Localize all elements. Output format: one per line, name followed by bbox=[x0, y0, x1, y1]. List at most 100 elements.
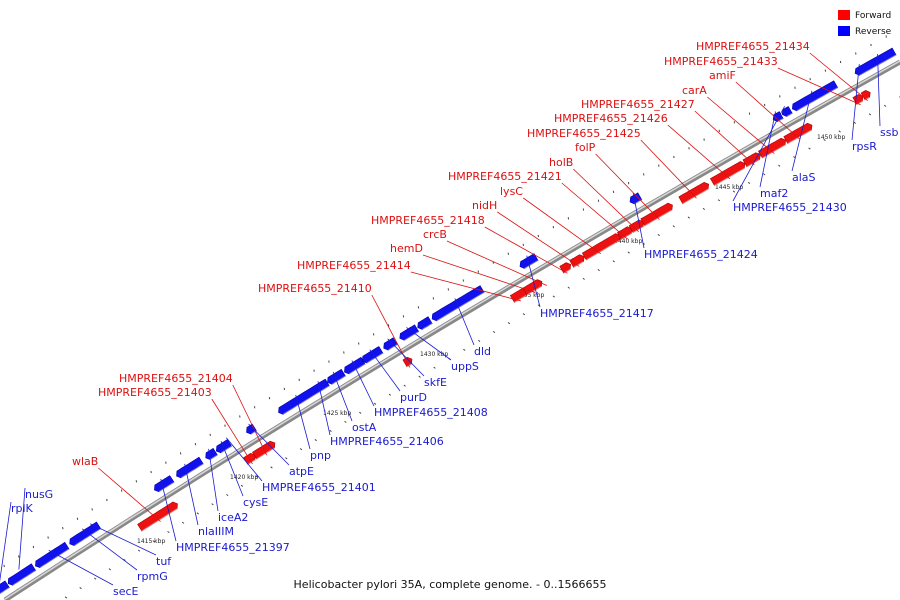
gene-label-HMPREF4655_21417[interactable]: HMPREF4655_21417 bbox=[540, 307, 654, 320]
leader-line bbox=[317, 381, 331, 436]
tick-mark bbox=[433, 366, 436, 369]
forward-gene-arrow[interactable] bbox=[860, 90, 871, 101]
genome-backbone bbox=[3, 59, 900, 600]
gene-label-nusG[interactable]: nusG bbox=[25, 488, 53, 501]
gene-highlight bbox=[348, 363, 366, 375]
gene-highlight bbox=[74, 528, 102, 547]
tick-mark bbox=[717, 199, 721, 202]
leader-line bbox=[735, 81, 800, 140]
tick-mark bbox=[64, 596, 68, 599]
gene-label-dld[interactable]: dld bbox=[474, 345, 491, 358]
gene-label-uppS[interactable]: uppS bbox=[451, 360, 479, 373]
leader-line bbox=[573, 168, 639, 232]
tick-mark bbox=[463, 348, 466, 351]
forward-gene-arrow[interactable] bbox=[709, 161, 746, 186]
reverse-gene-arrow[interactable] bbox=[431, 285, 485, 322]
reverse-gene-arrow[interactable] bbox=[69, 521, 102, 547]
reverse-gene-arrow[interactable] bbox=[519, 253, 539, 269]
reverse-gene-arrow[interactable] bbox=[215, 439, 233, 454]
gene-label-alaS[interactable]: alaS bbox=[792, 171, 816, 184]
gene-label-HMPREF4655_21427[interactable]: HMPREF4655_21427 bbox=[581, 98, 695, 111]
tick-mark bbox=[883, 104, 887, 107]
gene-label-rplK[interactable]: rplK bbox=[11, 502, 34, 515]
gene-highlight bbox=[787, 129, 812, 145]
gene-label-secE[interactable]: secE bbox=[113, 585, 139, 598]
gene-label-HMPREF4655_21424[interactable]: HMPREF4655_21424 bbox=[644, 248, 758, 261]
gene-label-crcB[interactable]: crcB bbox=[423, 228, 447, 241]
gene-label-atpE[interactable]: atpE bbox=[289, 465, 314, 478]
gene-label-pnp[interactable]: pnp bbox=[310, 449, 331, 462]
gene-label-purD[interactable]: purD bbox=[400, 391, 427, 404]
gene-label-tuf[interactable]: tuf bbox=[156, 555, 172, 568]
reverse-gene-arrow[interactable] bbox=[781, 106, 793, 117]
leader-line bbox=[211, 398, 253, 465]
gene-label-nidH[interactable]: nidH bbox=[472, 199, 497, 212]
leader-line bbox=[81, 528, 138, 571]
gene-label-HMPREF4655_21421[interactable]: HMPREF4655_21421 bbox=[448, 170, 562, 183]
gene-label-HMPREF4655_21401[interactable]: HMPREF4655_21401 bbox=[262, 481, 376, 494]
gene-label-carA[interactable]: carA bbox=[682, 84, 707, 97]
gene-label-HMPREF4655_21403[interactable]: HMPREF4655_21403 bbox=[98, 386, 212, 399]
forward-gene-arrow[interactable] bbox=[783, 122, 813, 145]
gene-label-HMPREF4655_21430[interactable]: HMPREF4655_21430 bbox=[733, 201, 847, 214]
gene-label-HMPREF4655_21397[interactable]: HMPREF4655_21397 bbox=[176, 541, 290, 554]
gene-label-ostA[interactable]: ostA bbox=[352, 421, 377, 434]
gene-label-iceA2[interactable]: iceA2 bbox=[218, 511, 248, 524]
reverse-gene-arrow[interactable] bbox=[361, 346, 384, 364]
reverse-gene-arrow[interactable] bbox=[205, 447, 218, 460]
forward-gene-labels: wlaB HMPREF4655_21403 HMPREF4655_21404 H… bbox=[72, 40, 810, 468]
gene-highlight bbox=[856, 100, 863, 106]
gene-label-folP[interactable]: folP bbox=[575, 141, 596, 154]
gene-label-skfE[interactable]: skfE bbox=[424, 376, 447, 389]
tick-mark bbox=[270, 466, 273, 469]
gene-label-HMPREF4655_21408[interactable]: HMPREF4655_21408 bbox=[374, 406, 488, 419]
gene-label-maf2[interactable]: maf2 bbox=[760, 187, 788, 200]
gene-label-cysE[interactable]: cysE bbox=[243, 496, 268, 509]
gene-label-HMPREF4655_21404[interactable]: HMPREF4655_21404 bbox=[119, 372, 233, 385]
leader-line bbox=[497, 211, 580, 267]
forward-gene-arrow[interactable] bbox=[678, 181, 710, 205]
reverse-gene-arrow[interactable] bbox=[0, 580, 10, 594]
gene-label-wlaB[interactable]: wlaB bbox=[72, 455, 98, 468]
gene-label-HMPREF4655_21433[interactable]: HMPREF4655_21433 bbox=[664, 55, 778, 68]
tick-mark bbox=[255, 475, 258, 478]
gene-label-HMPREF4655_21425[interactable]: HMPREF4655_21425 bbox=[527, 127, 641, 140]
tick-mark bbox=[344, 420, 347, 423]
gene-label-HMPREF4655_21426[interactable]: HMPREF4655_21426 bbox=[554, 112, 668, 125]
gene-label-HMPREF4655_21406[interactable]: HMPREF4655_21406 bbox=[330, 435, 444, 448]
gene-label-hemD[interactable]: hemD bbox=[390, 242, 423, 255]
reverse-gene-arrow[interactable] bbox=[7, 563, 37, 586]
reverse-gene-arrow[interactable] bbox=[399, 324, 420, 341]
leader-line bbox=[248, 423, 290, 466]
forward-gene-arrow[interactable] bbox=[640, 202, 673, 227]
reverse-gene-arrow[interactable] bbox=[35, 541, 70, 569]
gene-label-holB[interactable]: holB bbox=[549, 156, 573, 169]
forward-gene-arrow[interactable] bbox=[757, 137, 787, 159]
gene-label-rpsR[interactable]: rpsR bbox=[852, 140, 877, 153]
gene-label-HMPREF4655_21410[interactable]: HMPREF4655_21410 bbox=[258, 282, 372, 295]
reverse-gene-arrow[interactable] bbox=[629, 192, 643, 205]
reverse-gene-arrow[interactable] bbox=[383, 337, 398, 351]
gene-label-lysC[interactable]: lysC bbox=[500, 185, 523, 198]
reverse-gene-arrow[interactable] bbox=[327, 368, 346, 385]
leader-line bbox=[387, 338, 425, 377]
forward-gene-arrow[interactable] bbox=[852, 94, 864, 105]
reverse-gene-arrow[interactable] bbox=[176, 456, 204, 479]
gene-highlight bbox=[282, 385, 330, 415]
reverse-gene-arrow[interactable] bbox=[854, 47, 897, 76]
gene-label-amiF[interactable]: amiF bbox=[709, 69, 736, 82]
reverse-gene-arrow[interactable] bbox=[417, 316, 433, 330]
leader-line bbox=[89, 523, 157, 556]
gene-label-HMPREF4655_21418[interactable]: HMPREF4655_21418 bbox=[371, 214, 485, 227]
gene-label-rpmG[interactable]: rpmG bbox=[137, 570, 168, 583]
reverse-gene-arrow[interactable] bbox=[246, 423, 257, 435]
forward-gene-arrow[interactable] bbox=[252, 440, 276, 460]
gene-label-ssb[interactable]: ssb bbox=[880, 126, 898, 139]
gene-label-HMPREF4655_21414[interactable]: HMPREF4655_21414 bbox=[297, 259, 411, 272]
leader-line bbox=[523, 197, 602, 255]
gene-label-HMPREF4655_21434[interactable]: HMPREF4655_21434 bbox=[696, 40, 810, 53]
leader-line bbox=[98, 467, 161, 522]
forward-gene-arrow[interactable] bbox=[137, 501, 178, 532]
gene-label-nlaIIIM[interactable]: nlaIIIM bbox=[198, 525, 234, 538]
reverse-gene-arrow[interactable] bbox=[791, 80, 839, 112]
